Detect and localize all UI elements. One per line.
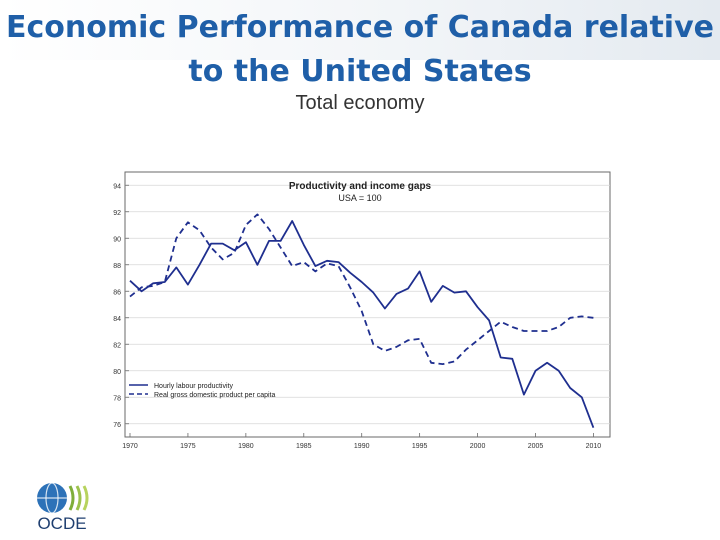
x-tick-label: 2010 bbox=[586, 443, 602, 450]
oecd-globe-icon bbox=[37, 482, 89, 514]
y-tick-label: 80 bbox=[113, 369, 121, 376]
y-tick-label: 94 bbox=[113, 183, 121, 190]
x-tick-label: 2000 bbox=[470, 443, 486, 450]
slide-title: Economic Performance of Canada relative … bbox=[0, 6, 720, 94]
y-axis-ticks: 76 78 80 82 84 86 88 90 92 94 bbox=[113, 183, 129, 429]
gridlines bbox=[125, 184, 610, 425]
legend: Hourly labour productivity Real gross do… bbox=[129, 383, 275, 399]
slide-title-line-1: Economic Performance of Canada relative bbox=[6, 10, 714, 45]
y-tick-label: 90 bbox=[113, 236, 121, 243]
y-tick-label: 82 bbox=[113, 342, 121, 349]
oecd-logo: OCDE bbox=[30, 480, 94, 536]
chart-subtitle: USA = 100 bbox=[338, 193, 381, 203]
x-tick-label: 1980 bbox=[238, 443, 254, 450]
oecd-logo-text: OCDE bbox=[37, 514, 87, 533]
plot-frame bbox=[124, 171, 611, 438]
slide-subtitle: Total economy bbox=[295, 92, 425, 114]
x-tick-label: 1985 bbox=[296, 443, 312, 450]
x-tick-label: 1990 bbox=[354, 443, 370, 450]
legend-label-productivity: Hourly labour productivity bbox=[154, 383, 233, 390]
series-group bbox=[129, 213, 595, 429]
legend-label-gdp: Real gross domestic product per capita bbox=[154, 392, 275, 399]
x-tick-label: 1975 bbox=[180, 443, 196, 450]
chart-title: Productivity and income gaps bbox=[289, 181, 432, 192]
x-axis-ticks: 1970 1975 1980 1985 1990 1995 2000 2005 2010 bbox=[122, 433, 601, 450]
x-tick-label: 1970 bbox=[122, 443, 138, 450]
y-tick-label: 78 bbox=[113, 395, 121, 402]
series-line-gdp-per-capita bbox=[129, 213, 594, 366]
y-tick-label: 92 bbox=[113, 210, 121, 217]
y-tick-label: 88 bbox=[113, 263, 121, 270]
slide-title-line-2: to the United States bbox=[188, 54, 532, 89]
series-line-productivity bbox=[129, 220, 595, 429]
x-tick-label: 1995 bbox=[412, 443, 428, 450]
y-tick-label: 76 bbox=[113, 422, 121, 429]
y-tick-label: 86 bbox=[113, 289, 121, 296]
header-background bbox=[0, 0, 720, 60]
y-tick-label: 84 bbox=[113, 316, 121, 323]
line-chart: 76 78 80 82 84 86 88 90 92 94 1970 1975 1980 1985 199… bbox=[113, 171, 611, 450]
x-tick-label: 2005 bbox=[528, 443, 544, 450]
